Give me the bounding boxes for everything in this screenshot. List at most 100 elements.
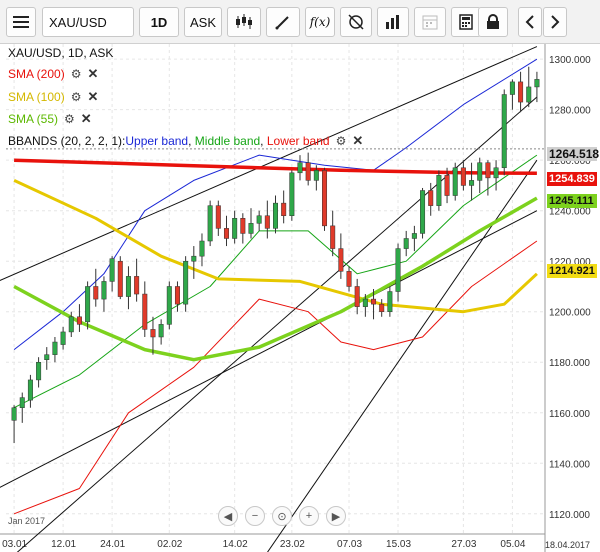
indicators-icon[interactable] — [377, 7, 409, 37]
back-icon[interactable] — [518, 7, 542, 37]
chart-area[interactable]: 1300.000 1280.000 1260.000 1240.000 1220.000… — [0, 44, 600, 552]
y-tick-label: 1220.000 — [549, 257, 591, 268]
candle-body — [93, 286, 99, 300]
calendar-icon[interactable] — [414, 7, 446, 37]
y-tick-label: 1280.000 — [549, 106, 591, 117]
sma55-price-badge: 1245.111 — [547, 194, 597, 208]
candle-body — [273, 202, 278, 229]
settings-icon[interactable]: ⚙ — [70, 90, 82, 104]
timeframe-selector[interactable]: 1D — [139, 7, 179, 37]
zoom-out-icon[interactable]: − — [245, 506, 265, 526]
legend-instrument: XAU/USD, 1D, ASK — [8, 46, 113, 60]
symbol-field[interactable]: XAU/USD — [42, 7, 134, 37]
upper-band-label: Upper band — [125, 134, 189, 148]
candle-body — [52, 341, 58, 355]
sma55-line — [13, 196, 538, 362]
candle-body — [27, 379, 33, 401]
candle-body — [387, 291, 393, 312]
x-tick-label: 23.02 — [280, 539, 305, 550]
candles-icon[interactable] — [227, 7, 261, 37]
candle-body — [477, 162, 483, 181]
instrument-label: XAU/USD, 1D, ASK — [8, 46, 114, 60]
x-tick-label: 24.01 — [100, 539, 125, 550]
candle-body — [248, 223, 254, 234]
zoom-reset-icon[interactable]: ⊙ — [272, 506, 292, 526]
y-tick-label: 1160.000 — [549, 409, 590, 420]
bbands-label: BBANDS (20, 2, 2, 1): — [8, 134, 126, 148]
symbol-label: XAU/USD — [49, 15, 107, 30]
draw-icon[interactable] — [266, 7, 300, 37]
settings-icon[interactable]: ⚙ — [335, 134, 347, 148]
close-icon[interactable]: ✕ — [87, 66, 99, 81]
sma200-label: SMA (200) — [8, 67, 65, 81]
close-icon[interactable]: ✕ — [87, 89, 99, 104]
forward-icon[interactable] — [543, 7, 567, 37]
candle-body — [207, 205, 213, 242]
candle-body — [183, 260, 189, 305]
candle-body — [371, 298, 377, 305]
candle-body — [297, 162, 303, 174]
candle-body — [19, 397, 25, 408]
candle-body — [85, 286, 91, 323]
candle-body — [411, 233, 417, 239]
trendline — [0, 46, 538, 281]
candle-body — [76, 316, 82, 325]
price-chart[interactable]: 1300.000 1280.000 1260.000 1240.000 1220.000… — [0, 44, 600, 552]
candle-body — [289, 172, 295, 217]
candle-body — [501, 94, 507, 169]
x-tick-label: 05.04 — [500, 539, 525, 550]
settings-icon[interactable]: ⚙ — [70, 67, 82, 81]
trendline — [0, 210, 538, 488]
candle-body — [509, 81, 515, 95]
fx-icon[interactable]: f(x) — [305, 7, 335, 37]
calculator-icon[interactable] — [451, 7, 481, 37]
pan-left-icon[interactable]: ◀ — [218, 506, 238, 526]
lock-icon[interactable] — [478, 7, 508, 37]
candle-body — [117, 260, 123, 297]
candle-body — [444, 175, 450, 196]
candle-body — [158, 324, 164, 338]
x-tick-label: 02.02 — [157, 539, 182, 550]
candle-body — [362, 298, 368, 307]
zoom-in-icon[interactable]: + — [299, 506, 319, 526]
candle-body — [166, 286, 172, 325]
y-tick-label: 1200.000 — [549, 308, 591, 319]
y-tick-label: 1120.000 — [549, 510, 590, 521]
lower-band-label: Lower band — [266, 134, 330, 148]
bb-lower-line — [13, 240, 538, 515]
fx-label: f(x) — [309, 15, 331, 29]
x-tick-label: 15.03 — [386, 539, 411, 550]
candle-body — [428, 190, 434, 206]
candle-body — [493, 167, 499, 179]
last-price-badge: 1264.518 — [547, 147, 600, 161]
close-icon[interactable]: ✕ — [80, 111, 92, 126]
price-type-selector[interactable]: ASK — [184, 7, 222, 37]
y-tick-label: 1180.000 — [549, 358, 590, 369]
candle-body — [223, 228, 229, 239]
crosshair-off-icon[interactable] — [340, 7, 372, 37]
pan-right-icon[interactable]: ▶ — [326, 506, 346, 526]
candle-body — [125, 276, 131, 297]
candle-body — [518, 81, 524, 103]
candle-body — [346, 271, 352, 287]
x-tick-label: 14.02 — [223, 539, 248, 550]
y-tick-label: 1240.000 — [549, 207, 591, 218]
candle-body — [191, 255, 197, 262]
candle-body — [322, 170, 328, 227]
candle-body — [101, 281, 107, 300]
candle-body — [36, 361, 42, 381]
candle-body — [199, 240, 205, 257]
bb-upper-line — [13, 58, 538, 350]
close-icon[interactable]: ✕ — [352, 133, 364, 148]
candle-body — [174, 286, 180, 305]
settings-icon[interactable]: ⚙ — [64, 112, 75, 126]
candle-body — [240, 218, 246, 234]
candle-body — [452, 167, 458, 196]
x-tick-label: 12.01 — [51, 539, 76, 550]
candle-body — [142, 293, 148, 330]
candle-body — [379, 303, 385, 312]
toolbar: XAU/USD 1D ASK f(x) — [0, 0, 600, 44]
candle-body — [469, 180, 475, 186]
menu-icon[interactable] — [6, 7, 36, 37]
candle-body — [68, 316, 74, 333]
